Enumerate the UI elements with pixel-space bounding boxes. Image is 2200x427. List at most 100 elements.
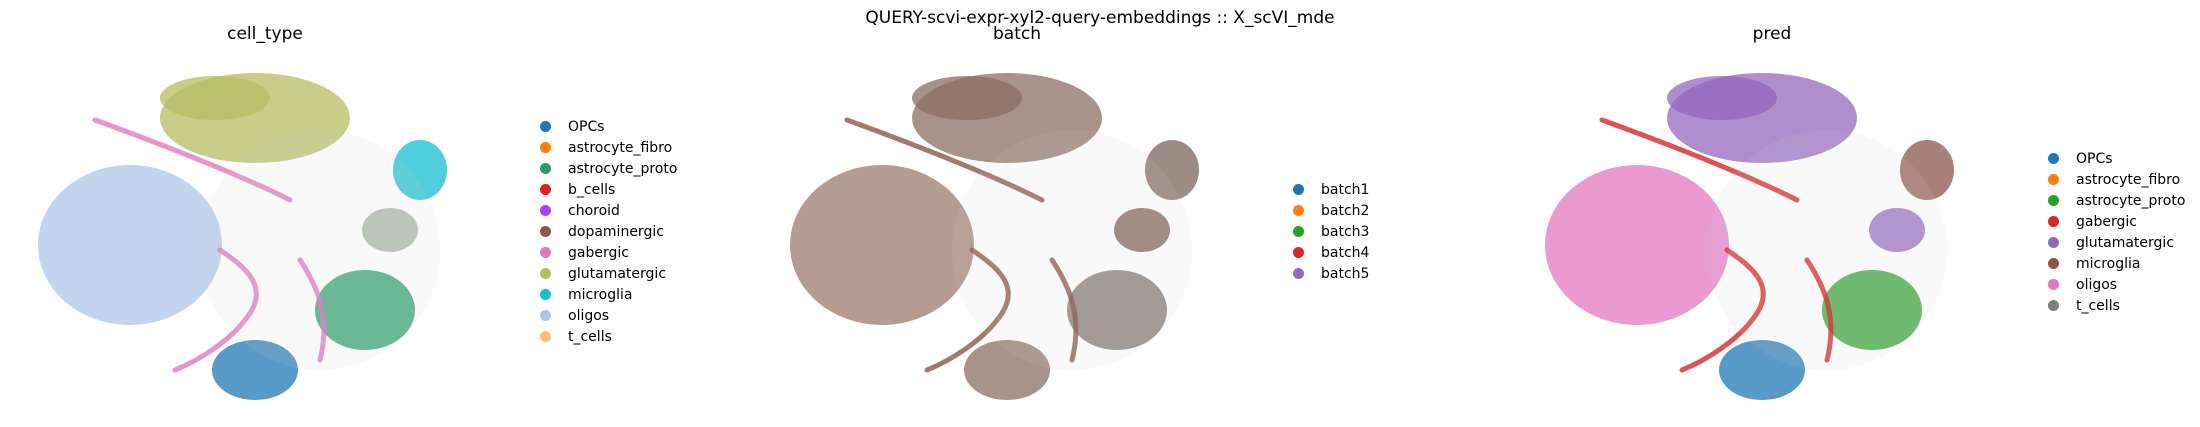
legend-item: astrocyte_proto xyxy=(540,158,677,179)
legend-label: batch2 xyxy=(1321,202,1370,219)
legend-item: astrocyte_proto xyxy=(2048,190,2185,211)
legend-item: oligos xyxy=(2048,274,2185,295)
legend-label: t_cells xyxy=(2076,297,2120,314)
legend-item: oligos xyxy=(540,305,677,326)
legend-marker xyxy=(540,142,551,153)
legend-marker xyxy=(540,121,551,132)
cluster-top2 xyxy=(1667,76,1777,120)
legend-item: choroid xyxy=(540,200,677,221)
legend-item: t_cells xyxy=(2048,295,2185,316)
legend-label: gabergic xyxy=(568,244,629,261)
legend-item: gabergic xyxy=(2048,211,2185,232)
legend-label: OPCs xyxy=(2076,150,2113,167)
cluster-midr xyxy=(362,208,418,252)
cluster-stream xyxy=(92,117,293,203)
legend-label: microglia xyxy=(568,286,633,303)
legend-marker xyxy=(540,184,551,195)
cluster-stream xyxy=(1679,247,1766,373)
legend-label: b_cells xyxy=(568,181,616,198)
cluster-top2 xyxy=(160,76,270,120)
cluster-stream xyxy=(924,247,1011,373)
cluster-stream xyxy=(172,247,259,373)
figure-title: QUERY-scvi-expr-xyl2-query-embeddings ::… xyxy=(865,8,1335,28)
legend-label: gabergic xyxy=(2076,213,2137,230)
embedding-plot-cell-type xyxy=(38,73,447,400)
cluster-scatter xyxy=(952,130,1192,370)
legend-item: microglia xyxy=(2048,253,2185,274)
legend-item: microglia xyxy=(540,284,677,305)
legend-marker xyxy=(2048,216,2059,227)
legend-item: batch1 xyxy=(1293,179,1369,200)
legend-marker xyxy=(540,289,551,300)
cluster-stream xyxy=(1804,257,1834,363)
legend-marker xyxy=(540,310,551,321)
legend-item: glutamatergic xyxy=(2048,232,2185,253)
cluster-big xyxy=(1545,165,1729,325)
cluster-br xyxy=(1067,270,1167,350)
legend-marker xyxy=(2048,258,2059,269)
legend-label: oligos xyxy=(2076,276,2118,293)
legend-item: astrocyte_fibro xyxy=(540,137,677,158)
legend-label: batch5 xyxy=(1321,265,1370,282)
panel-title-pred: pred xyxy=(1752,24,1792,44)
cluster-right xyxy=(1145,140,1199,200)
legend-item: b_cells xyxy=(540,179,677,200)
legend-marker xyxy=(2048,153,2059,164)
cluster-midr xyxy=(1869,208,1925,252)
legend-marker xyxy=(1293,268,1304,279)
legend-marker xyxy=(1293,184,1304,195)
legend-label: dopaminergic xyxy=(568,223,664,240)
cluster-big xyxy=(38,165,222,325)
cluster-bottom xyxy=(1719,340,1805,400)
legend-item: glutamatergic xyxy=(540,263,677,284)
legend-batch: batch1 batch2 batch3 batch4 batch5 xyxy=(1293,179,1369,284)
cluster-bottom xyxy=(212,340,298,400)
legend-item: batch5 xyxy=(1293,263,1369,284)
legend-marker xyxy=(1293,226,1304,237)
legend-label: astrocyte_proto xyxy=(2076,192,2186,209)
legend-marker xyxy=(2048,174,2059,185)
legend-marker xyxy=(2048,195,2059,206)
legend-label: batch3 xyxy=(1321,223,1370,240)
cluster-scatter xyxy=(200,130,440,370)
legend-item: dopaminergic xyxy=(540,221,677,242)
legend-label: astrocyte_proto xyxy=(568,160,678,177)
legend-cell-type: OPCs astrocyte_fibro astrocyte_proto b_cell… xyxy=(540,116,677,347)
legend-label: t_cells xyxy=(568,328,612,345)
legend-marker xyxy=(2048,237,2059,248)
panel-title-cell-type: cell_type xyxy=(227,24,303,44)
legend-item: OPCs xyxy=(2048,148,2185,169)
cluster-scatter xyxy=(1707,130,1947,370)
cluster-midr xyxy=(1114,208,1170,252)
legend-marker xyxy=(1293,247,1304,258)
legend-item: batch3 xyxy=(1293,221,1369,242)
legend-label: batch1 xyxy=(1321,181,1370,198)
cluster-right xyxy=(1900,140,1954,200)
cluster-big xyxy=(790,165,974,325)
legend-label: oligos xyxy=(568,307,610,324)
legend-label: glutamatergic xyxy=(568,265,667,282)
legend-item: batch2 xyxy=(1293,200,1369,221)
legend-marker xyxy=(540,268,551,279)
legend-label: astrocyte_fibro xyxy=(568,139,673,156)
legend-item: astrocyte_fibro xyxy=(2048,169,2185,190)
legend-marker xyxy=(2048,300,2059,311)
cluster-right xyxy=(393,140,447,200)
legend-label: glutamatergic xyxy=(2076,234,2175,251)
legend-item: batch4 xyxy=(1293,242,1369,263)
legend-label: microglia xyxy=(2076,255,2141,272)
legend-item: gabergic xyxy=(540,242,677,263)
legend-marker xyxy=(540,331,551,342)
legend-item: t_cells xyxy=(540,326,677,347)
legend-label: batch4 xyxy=(1321,244,1370,261)
cluster-stream xyxy=(1599,117,1800,203)
embedding-plot-pred xyxy=(1545,73,1954,400)
cluster-br xyxy=(1822,270,1922,350)
legend-item: OPCs xyxy=(540,116,677,137)
legend-marker xyxy=(540,247,551,258)
legend-marker xyxy=(540,226,551,237)
cluster-top2 xyxy=(912,76,1022,120)
cluster-bottom xyxy=(964,340,1050,400)
legend-marker xyxy=(2048,279,2059,290)
